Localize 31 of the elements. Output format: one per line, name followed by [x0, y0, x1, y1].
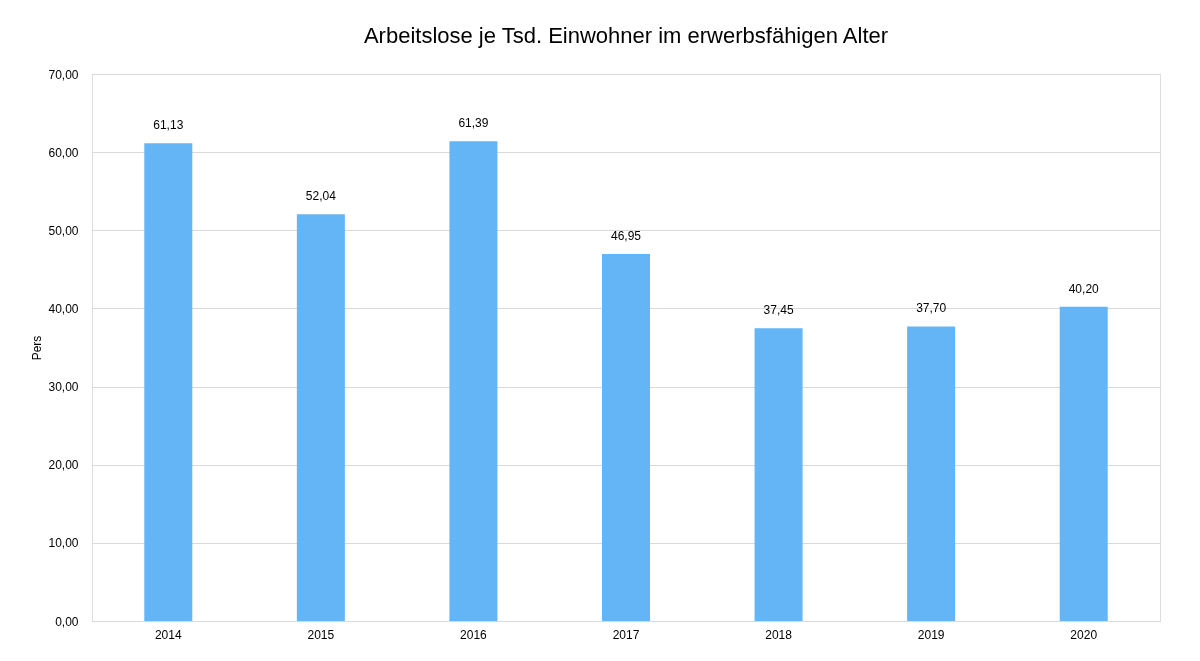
bar	[602, 254, 650, 621]
chart-title: Arbeitslose je Tsd. Einwohner im erwerbsfähigen Alter	[363, 23, 889, 48]
y-tick-label: 20,00	[48, 458, 79, 473]
y-tick-label: 40,00	[48, 301, 79, 316]
x-tick-label: 2017	[612, 627, 640, 642]
x-tick-label: 2015	[307, 627, 335, 642]
bar	[907, 326, 956, 621]
x-tick-label: 2014	[154, 627, 182, 642]
y-tick-label: 30,00	[48, 380, 79, 395]
x-tick-label: 2016	[460, 627, 488, 642]
data-label: 61,39	[458, 116, 489, 131]
y-tick-label: 70,00	[48, 67, 79, 82]
y-tick-label: 0,00	[55, 614, 79, 629]
y-tick-label: 50,00	[48, 223, 79, 238]
y-tick-label: 60,00	[48, 145, 79, 160]
data-label: 61,13	[153, 118, 184, 133]
y-tick-label: 10,00	[48, 536, 79, 551]
bar	[449, 141, 498, 621]
x-tick-label: 2019	[917, 627, 945, 642]
x-tick-label: 2018	[765, 627, 793, 642]
bar	[144, 143, 193, 621]
data-label: 40,20	[1068, 281, 1100, 296]
data-label: 37,45	[763, 303, 794, 318]
data-label: 37,70	[916, 301, 947, 316]
bar	[1059, 306, 1108, 621]
data-label: 52,04	[305, 189, 337, 204]
bar	[296, 214, 345, 621]
bar	[754, 328, 803, 621]
x-tick-label: 2020	[1070, 627, 1098, 642]
y-axis-title: Pers	[30, 335, 45, 361]
data-label: 46,95	[610, 229, 642, 244]
